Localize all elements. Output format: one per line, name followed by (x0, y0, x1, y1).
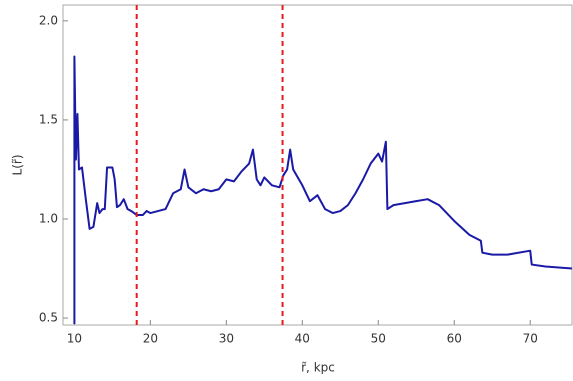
y-tick-label: 0.5 (39, 311, 58, 325)
x-tick-label: 30 (219, 332, 234, 346)
y-axis-label: L(r̃) (11, 155, 25, 176)
plot-frame (62, 4, 573, 326)
x-tick-label: 70 (523, 332, 538, 346)
x-tick-label: 60 (447, 332, 462, 346)
y-tick-label: 1.0 (39, 211, 58, 225)
x-axis-label: r̃, kpc (301, 361, 335, 375)
x-tick-label: 50 (371, 332, 386, 346)
y-tick-label: 2.0 (39, 13, 58, 27)
x-tick-label: 10 (67, 332, 82, 346)
x-tick-label: 20 (143, 332, 158, 346)
y-tick-label: 1.5 (39, 112, 58, 126)
x-tick-label: 40 (295, 332, 310, 346)
data-line (73, 55, 573, 325)
